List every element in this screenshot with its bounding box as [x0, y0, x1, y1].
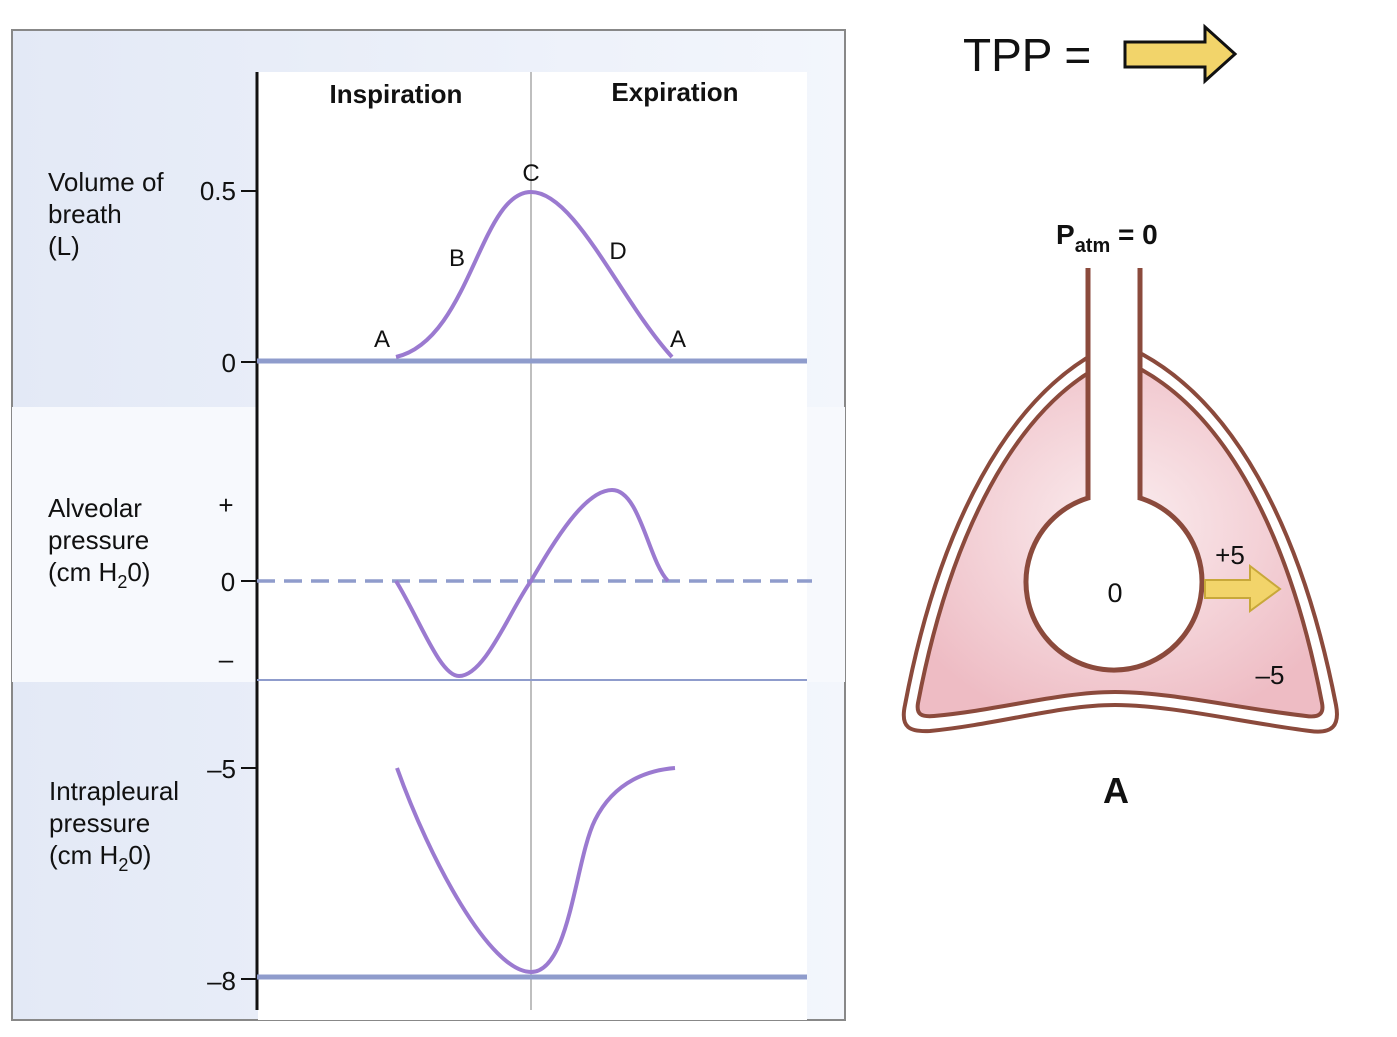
alveolar-label-line1: Alveolar	[48, 493, 142, 523]
intrapleural-label-line3: (cm H20)	[49, 840, 151, 875]
point-label-c: C	[522, 160, 539, 187]
volume-label-line1: Volume of	[48, 167, 164, 197]
tick-label-0.5: 0.5	[200, 176, 236, 206]
arrow-pressure-value: +5	[1215, 540, 1245, 570]
tick-label-plus: +	[218, 490, 233, 520]
point-label-b: B	[449, 245, 465, 272]
alveolar-label-line2: pressure	[48, 525, 149, 555]
point-label-d: D	[609, 238, 626, 265]
tpp-arrow-icon	[1123, 23, 1238, 85]
volume-label-line2: breath	[48, 199, 122, 229]
expiration-header: Expiration	[611, 77, 738, 107]
inspiration-header: Inspiration	[330, 79, 463, 109]
point-label-a-end: A	[670, 326, 686, 353]
intrapleural-label-line1: Intrapleural	[49, 776, 179, 806]
lung-diagram: Patm = 0 0 +5 –5 A	[901, 219, 1339, 811]
point-label-a-start: A	[374, 326, 390, 353]
graph-panel: Inspiration Expiration Volume of breath …	[11, 29, 846, 1021]
tick-label-minus5: –5	[207, 754, 236, 784]
alveolar-label-line3: (cm H20)	[48, 557, 150, 592]
intrapleural-panel: Intrapleural pressure (cm H20) –5 –8	[49, 754, 807, 996]
alveolar-pressure-value: 0	[1107, 578, 1122, 608]
alveolar-panel: Alveolar pressure (cm H20) + 0 –	[48, 487, 812, 681]
alveolar-curve	[394, 487, 670, 679]
tick-label-0: 0	[222, 348, 236, 378]
volume-panel: Volume of breath (L) 0.5 0 A B C D A	[48, 160, 807, 378]
tick-label-minus: –	[219, 644, 234, 674]
tick-label-minus8: –8	[207, 966, 236, 996]
airway-lumen	[1091, 266, 1137, 506]
volume-label-line3: (L)	[48, 231, 80, 261]
intrapleural-pressure-value: –5	[1256, 660, 1285, 690]
patm-label: Patm = 0	[1056, 219, 1158, 257]
intrapleural-curve	[395, 766, 676, 975]
tpp-label: TPP =	[963, 29, 1091, 81]
tick-label-zero: 0	[221, 567, 235, 597]
panel-letter: A	[1103, 770, 1129, 811]
transpulmonary-arrow-icon	[1204, 563, 1282, 613]
tpp-legend: TPP =	[963, 23, 1238, 85]
intrapleural-label-line2: pressure	[49, 808, 150, 838]
volume-curve	[395, 189, 674, 359]
plot-area	[258, 72, 807, 1020]
